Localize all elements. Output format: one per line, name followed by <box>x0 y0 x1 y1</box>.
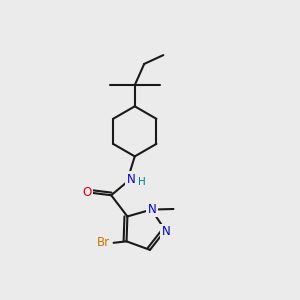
Text: H: H <box>138 177 146 187</box>
Text: O: O <box>83 186 92 199</box>
Text: N: N <box>127 172 135 186</box>
Text: Br: Br <box>97 236 110 249</box>
Text: N: N <box>161 225 170 238</box>
Text: N: N <box>148 203 156 216</box>
